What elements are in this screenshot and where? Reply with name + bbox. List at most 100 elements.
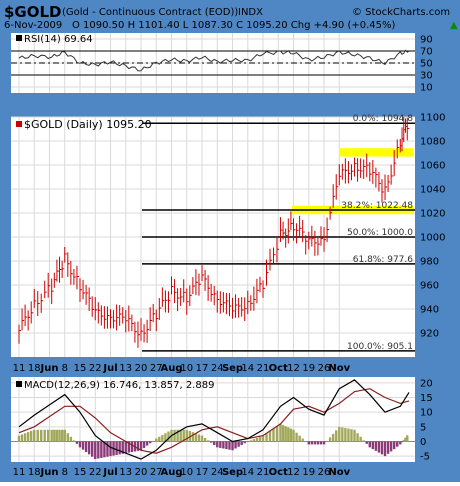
x-tick-label: 15 bbox=[74, 467, 87, 478]
macd-histogram-bar bbox=[46, 429, 50, 442]
macd-histogram-bar bbox=[341, 427, 344, 442]
macd-histogram-bar bbox=[115, 441, 118, 455]
y-tick-label: 1020 bbox=[420, 209, 445, 220]
price-bar bbox=[143, 324, 147, 343]
price-bar bbox=[228, 293, 232, 317]
price-bar bbox=[335, 174, 339, 200]
macd-histogram-bar bbox=[161, 435, 164, 442]
price-bar bbox=[189, 285, 192, 307]
price-bar bbox=[241, 297, 244, 317]
macd-histogram-bar bbox=[292, 429, 295, 442]
y-tick-label: 960 bbox=[420, 281, 439, 292]
macd-histogram-bar bbox=[368, 441, 371, 448]
x-tick-label: 24 bbox=[211, 363, 224, 374]
price-bar bbox=[305, 235, 308, 255]
y-tick-label: 15 bbox=[420, 393, 433, 404]
y-tick-label: 5 bbox=[420, 422, 426, 433]
macd-histogram-bar bbox=[26, 432, 30, 442]
x-tick-label: 20 bbox=[135, 467, 148, 478]
watermark: © StockCharts.com bbox=[352, 7, 450, 18]
price-bar bbox=[219, 291, 223, 314]
macd-histogram-bar bbox=[389, 441, 393, 452]
macd-histogram-bar bbox=[287, 427, 290, 442]
price-bar bbox=[344, 158, 348, 184]
price-bar bbox=[341, 163, 345, 180]
price-bar bbox=[378, 171, 381, 192]
x-tick-label: 27 bbox=[150, 363, 163, 374]
quote-date: 6-Nov-2009 bbox=[4, 20, 62, 31]
y-tick-label: -5 bbox=[420, 452, 430, 463]
price-bar bbox=[192, 277, 195, 295]
x-tick-label: Aug bbox=[160, 363, 182, 374]
macd-signal-line bbox=[18, 388, 410, 454]
price-bar bbox=[357, 158, 360, 182]
price-bar bbox=[204, 269, 208, 291]
y-tick-label: 10 bbox=[420, 83, 433, 94]
macd-histogram-bar bbox=[399, 441, 402, 445]
macd-histogram-bar bbox=[347, 428, 350, 442]
price-bar bbox=[164, 290, 168, 313]
macd-histogram-bar bbox=[185, 429, 188, 442]
price-bar bbox=[210, 283, 214, 302]
macd-histogram-bar bbox=[33, 429, 36, 442]
x-tick-label: 12 bbox=[287, 363, 300, 374]
macd-histogram-bar bbox=[362, 440, 365, 442]
price-bar bbox=[64, 246, 67, 263]
x-tick-label: Oct bbox=[269, 363, 288, 374]
price-bar bbox=[158, 298, 162, 321]
macd-histogram-bar bbox=[148, 441, 152, 444]
macd-histogram-bar bbox=[55, 429, 59, 442]
price-bar bbox=[91, 296, 95, 317]
price-legend-swatch bbox=[16, 121, 22, 127]
price-bar bbox=[113, 310, 116, 329]
macd-histogram-bar bbox=[228, 441, 231, 450]
price-bar bbox=[372, 159, 375, 184]
macd-histogram-bar bbox=[191, 432, 195, 442]
x-tick-label: Jun bbox=[40, 467, 59, 478]
macd-histogram-bar bbox=[43, 429, 46, 442]
macd-histogram-bar bbox=[60, 429, 64, 442]
price-bar bbox=[266, 259, 269, 286]
price-bar bbox=[37, 290, 40, 317]
macd-histogram-bar bbox=[63, 429, 66, 442]
x-tick-label: 17 bbox=[196, 363, 209, 374]
y-tick-label: 940 bbox=[420, 305, 439, 316]
price-bar bbox=[262, 280, 266, 298]
price-bar bbox=[287, 218, 291, 244]
macd-histogram-bar bbox=[30, 430, 33, 442]
price-bars bbox=[18, 116, 410, 348]
macd-histogram-bar bbox=[53, 429, 56, 442]
price-bar bbox=[59, 256, 62, 283]
price-bar bbox=[299, 215, 302, 238]
macd-histogram-bar bbox=[17, 435, 21, 442]
macd-histogram-bar bbox=[155, 438, 158, 442]
y-tick-label: 1060 bbox=[420, 161, 445, 172]
price-bar bbox=[406, 117, 410, 141]
macd-histogram-bar bbox=[127, 441, 131, 453]
macd-histogram-bar bbox=[23, 433, 27, 442]
macd-histogram-bar bbox=[81, 441, 85, 450]
price-bar bbox=[329, 206, 333, 220]
macd-histogram-bar bbox=[374, 441, 378, 451]
price-bar bbox=[366, 153, 369, 178]
macd-histogram-bar bbox=[203, 437, 207, 442]
x-tick-label: 8 bbox=[62, 363, 68, 374]
macd-histogram-bar bbox=[197, 434, 201, 442]
macd-histogram-bar bbox=[249, 440, 253, 442]
price-bar bbox=[375, 167, 378, 188]
y-tick-label: 10 bbox=[420, 408, 433, 419]
x-tick-label: 18 bbox=[28, 363, 41, 374]
x-tick-label: 12 bbox=[287, 467, 300, 478]
macd-indicator bbox=[11, 379, 415, 460]
price-bar bbox=[152, 303, 156, 323]
price-bar bbox=[393, 150, 397, 177]
price-bar bbox=[140, 318, 144, 341]
price-bar bbox=[53, 272, 57, 288]
macd-histogram-bar bbox=[289, 428, 293, 442]
x-tick-label: 10 bbox=[180, 363, 193, 374]
price-bar bbox=[256, 278, 259, 304]
macd-histogram-bar bbox=[103, 441, 106, 458]
macd-histogram-bar bbox=[124, 441, 127, 454]
price-bar bbox=[195, 269, 198, 296]
macd-title: MACD(12,26,9) 16.746, 13.857, 2.889 bbox=[24, 380, 214, 391]
